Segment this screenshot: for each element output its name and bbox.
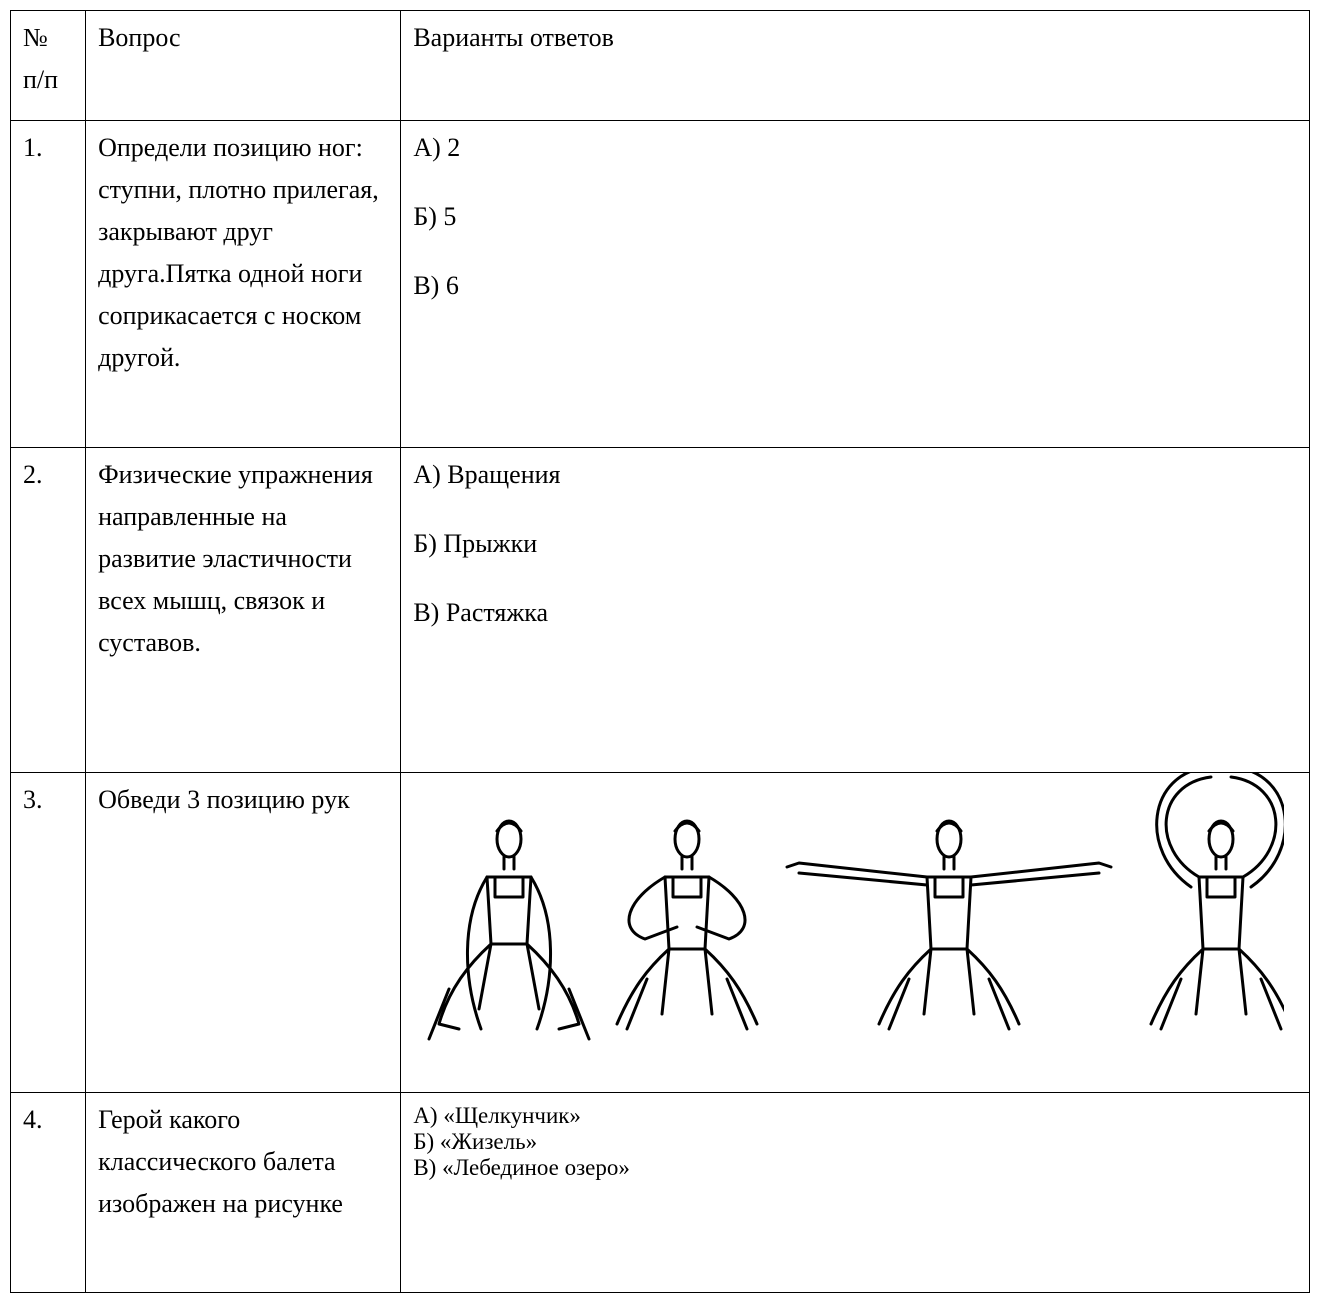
answer-option: В) 6 <box>413 271 459 300</box>
figure-second <box>785 819 1113 1031</box>
header-cell: Варианты ответов <box>400 10 1310 121</box>
answer-option: В) «Лебединое озеро» <box>413 1155 630 1180</box>
header-cell: Вопрос <box>85 10 402 121</box>
answers-cell <box>400 772 1310 1093</box>
answers-cell: А) Вращения Б) Прыжки В) Растяжка <box>400 447 1310 773</box>
question-cell: Обведи 3 позицию рук <box>85 772 402 1093</box>
question-row: 2. Физические упражнения направленные на … <box>9 447 1310 773</box>
figure-third <box>1149 773 1285 1031</box>
answer-option: А) Вращения <box>413 460 561 489</box>
dancer-figures <box>427 773 1285 1041</box>
answer-option: А) 2 <box>413 133 461 162</box>
answer-option: Б) «Жизель» <box>413 1129 538 1154</box>
answer-option: Б) 5 <box>413 202 457 231</box>
header-row: № п/п Вопрос Варианты ответов <box>9 10 1310 121</box>
answer-option: В) Растяжка <box>413 598 549 627</box>
number-cell: 3. <box>9 772 87 1093</box>
question-cell: Определи позицию ног: ступни, плотно при… <box>85 120 402 448</box>
question-row: 3. Обведи 3 позицию рук <box>9 772 1310 1093</box>
answer-option: Б) Прыжки <box>413 529 538 558</box>
answers: А) «Щелкунчик» Б) «Жизель» В) «Лебединое о… <box>413 1103 1297 1181</box>
question-row: 1. Определи позицию ног: ступни, плотно п… <box>9 120 1310 448</box>
answer-option: А) «Щелкунчик» <box>413 1103 581 1128</box>
answers: А) 2 Б) 5 В) 6 <box>413 122 1297 321</box>
header-line: п/п <box>23 65 59 94</box>
question-cell: Физические упражнения направленные на ра… <box>85 447 402 773</box>
quiz-table: № п/п Вопрос Варианты ответов 1. Определи… <box>9 10 1310 1293</box>
answers-cell: А) 2 Б) 5 В) 6 <box>400 120 1310 448</box>
number-cell: 1. <box>9 120 87 448</box>
answers-cell: А) «Щелкунчик» Б) «Жизель» В) «Лебединое о… <box>400 1092 1310 1293</box>
header-line: № <box>23 23 48 52</box>
number-cell: 4. <box>9 1092 87 1293</box>
header-cell: № п/п <box>9 10 87 121</box>
number-cell: 2. <box>9 447 87 773</box>
figure-first <box>615 819 759 1031</box>
question-cell: Герой какого классического балета изобра… <box>85 1092 402 1293</box>
figure-preparatory <box>427 819 591 1041</box>
question-row: 4. Герой какого классического балета изоб… <box>9 1092 1310 1293</box>
answers: А) Вращения Б) Прыжки В) Растяжка <box>413 449 1297 648</box>
table-body: № п/п Вопрос Варианты ответов 1. Определи… <box>9 10 1310 1293</box>
